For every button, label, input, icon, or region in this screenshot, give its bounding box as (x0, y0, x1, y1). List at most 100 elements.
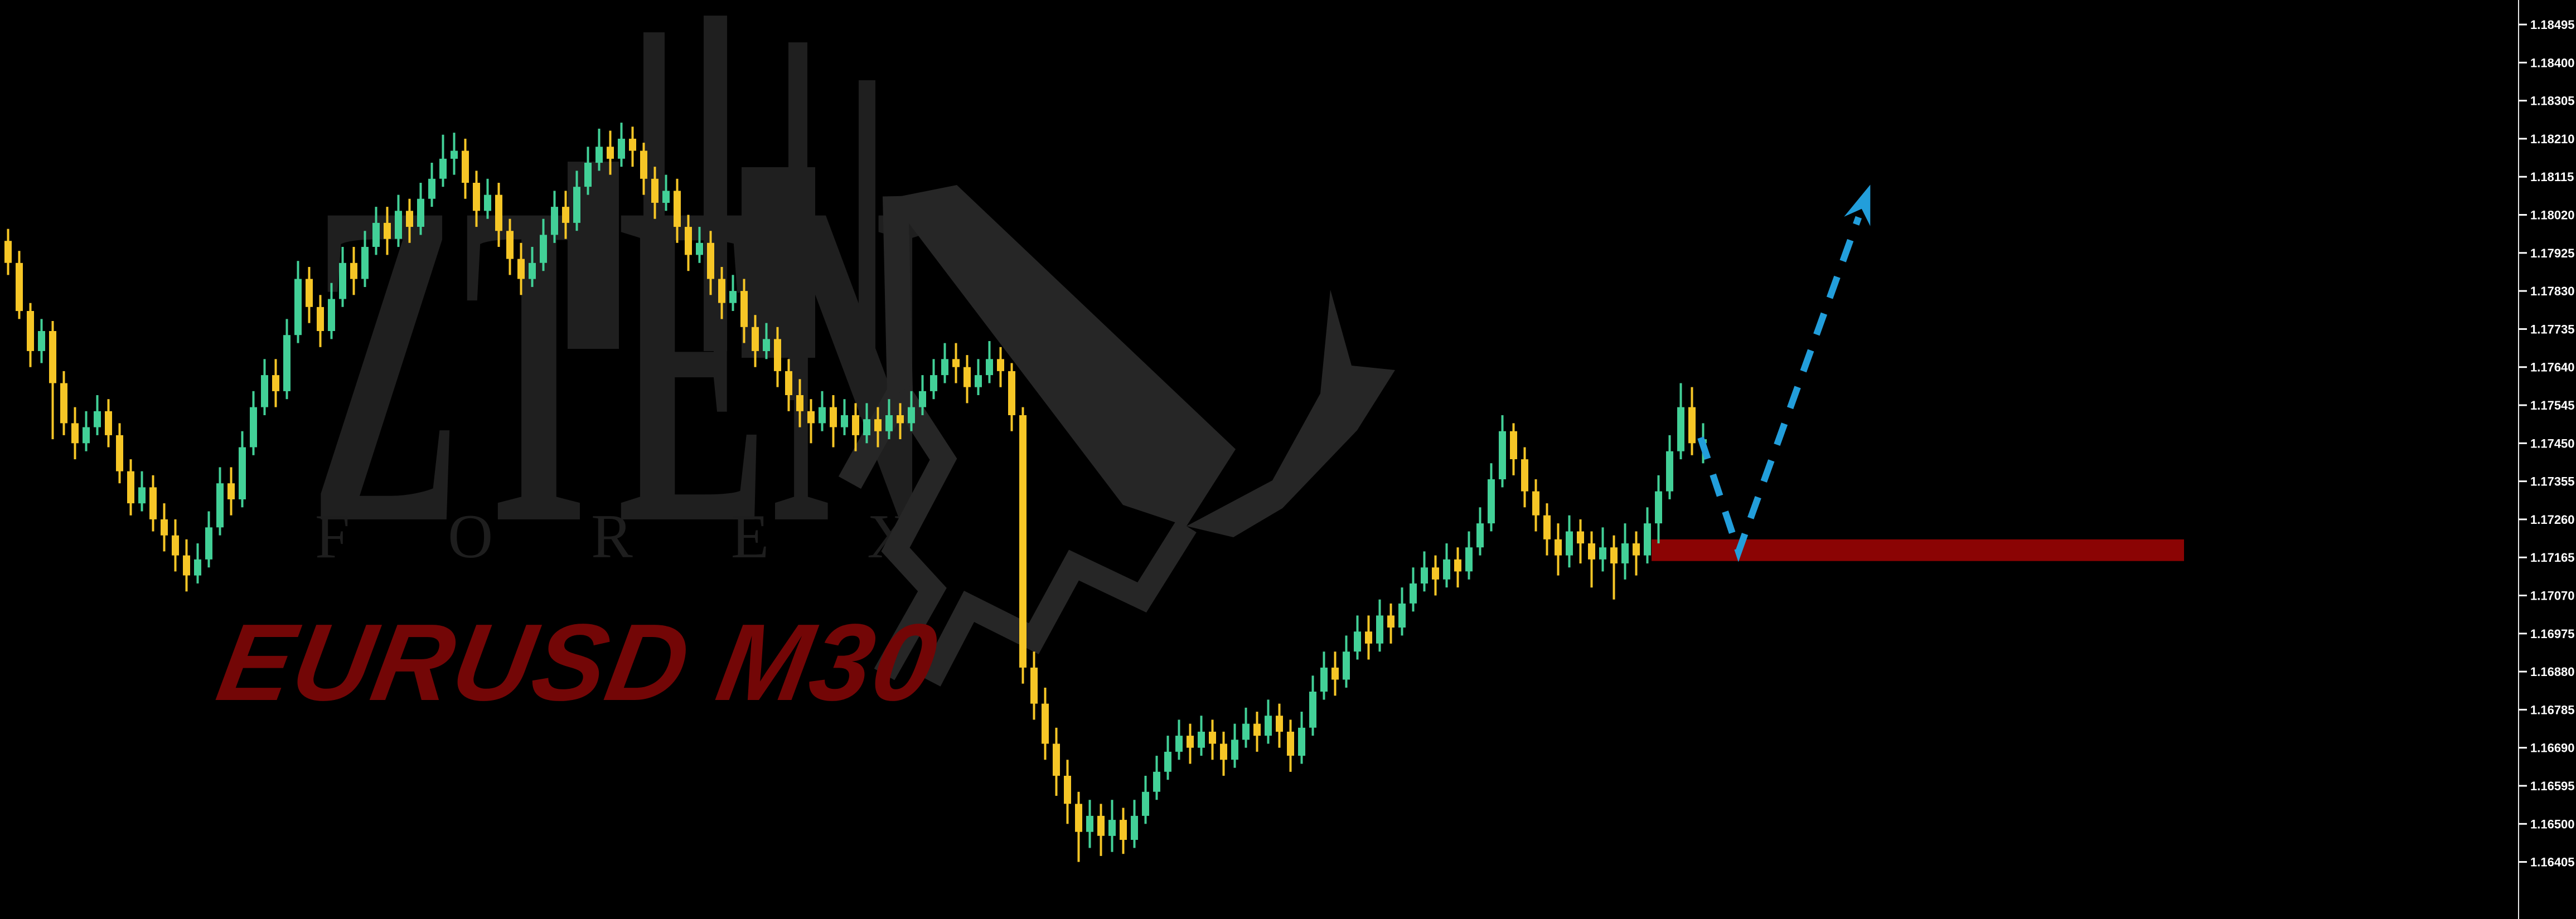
candle-body (1454, 559, 1461, 572)
candle-body (1019, 415, 1026, 668)
candle-body (484, 195, 491, 211)
candle-body (1465, 547, 1473, 572)
candle-body (172, 535, 179, 556)
candle-body (584, 163, 592, 187)
candle-body (1097, 815, 1105, 836)
candle-body (1610, 547, 1618, 563)
candle-body (729, 291, 737, 303)
axis-price-label: 1.18115 (2530, 170, 2574, 184)
candle-body (71, 423, 79, 444)
candle-body (1566, 531, 1573, 556)
candle-body (1198, 731, 1205, 748)
candle-body (1555, 539, 1562, 556)
candle-body (1287, 731, 1294, 756)
candle-body (4, 241, 12, 263)
candle-body (1209, 731, 1216, 744)
arrowhead-icon (1844, 184, 1871, 226)
candle-body (1120, 820, 1127, 840)
watermark: ZTEN FOREX (310, 16, 1395, 687)
candles-layer (4, 123, 1707, 862)
watermark-candle-bars (568, 16, 875, 417)
candle-body (227, 483, 235, 499)
candle-body (718, 279, 725, 303)
candle-body (1499, 431, 1506, 479)
candle-body (27, 311, 34, 351)
candle-body (328, 299, 335, 331)
candle-body (662, 191, 670, 203)
candle-body (1543, 515, 1551, 539)
candle-body (1142, 791, 1149, 816)
candle-body (551, 207, 558, 235)
candle-body (1599, 547, 1606, 560)
bull-icon (838, 185, 1395, 687)
candle-body (239, 447, 246, 499)
candle-body (763, 339, 770, 351)
candle-body (607, 147, 614, 159)
candle-body (294, 279, 302, 335)
candle-body (908, 407, 915, 424)
candle-body (774, 339, 781, 371)
support-zone (1652, 539, 2184, 561)
price-axis: 1.18495 1.18400 1.18305 1.18210 1.18115 1.180… (2518, 0, 2575, 919)
candle-body (462, 150, 469, 183)
candle-body (83, 427, 90, 444)
axis-price-label: 1.17735 (2530, 322, 2575, 336)
candle-body (1644, 523, 1651, 556)
candle-body (473, 183, 480, 211)
candle-body (852, 415, 859, 435)
candle-body (1510, 431, 1517, 459)
candle-body (1677, 407, 1684, 451)
candle-body (1276, 716, 1283, 732)
axis-price-label: 1.16785 (2530, 703, 2575, 717)
candle-body (1131, 815, 1138, 840)
watermark-forex-text: FOREX (315, 502, 1010, 571)
candle-body (640, 150, 647, 179)
candle-body (819, 407, 826, 424)
candle-body (1187, 736, 1194, 748)
candle-body (807, 411, 815, 424)
projection-arrow (1697, 184, 1871, 562)
candle-body (272, 375, 279, 391)
candle-body (417, 198, 424, 227)
candle-body (183, 555, 190, 576)
candle-body (1688, 407, 1696, 444)
candle-body (1164, 751, 1171, 772)
candle-body (1621, 543, 1629, 563)
candle-body (127, 471, 134, 504)
candle-body (317, 307, 324, 331)
projection-dashed-line (1697, 216, 1862, 562)
candle-body (785, 371, 792, 395)
candle-body (651, 178, 658, 203)
candle-body (372, 222, 380, 247)
candle-body (1343, 651, 1350, 680)
axis-price-label: 1.17925 (2530, 246, 2575, 260)
candle-body (1030, 667, 1038, 704)
candle-body (841, 415, 848, 427)
axis-price-label: 1.16975 (2530, 627, 2575, 641)
candle-body (384, 222, 391, 239)
axis-price-label: 1.17830 (2530, 284, 2575, 298)
axis-price-label: 1.17355 (2530, 475, 2575, 489)
axis-price-label: 1.18020 (2530, 208, 2575, 222)
candle-body (350, 262, 357, 279)
candle-body (1298, 727, 1305, 756)
candle-body (629, 138, 636, 151)
candle-body (517, 259, 525, 279)
candle-body (1042, 703, 1049, 744)
candle-body (1231, 740, 1238, 760)
candle-body (696, 242, 703, 255)
candle-body (406, 211, 413, 227)
candle-body (1108, 820, 1116, 836)
symbol-caption-text: EURUSD M30 (210, 601, 947, 723)
candle-body (1008, 371, 1015, 415)
candle-body (1265, 716, 1272, 736)
candle-body (595, 147, 603, 163)
candle-body (1476, 523, 1484, 548)
candle-body (339, 262, 346, 299)
axis-price-label: 1.16880 (2530, 665, 2575, 679)
candle-body (707, 242, 714, 279)
candle-body (540, 235, 547, 263)
candle-body (562, 207, 569, 223)
candle-body (495, 195, 502, 231)
